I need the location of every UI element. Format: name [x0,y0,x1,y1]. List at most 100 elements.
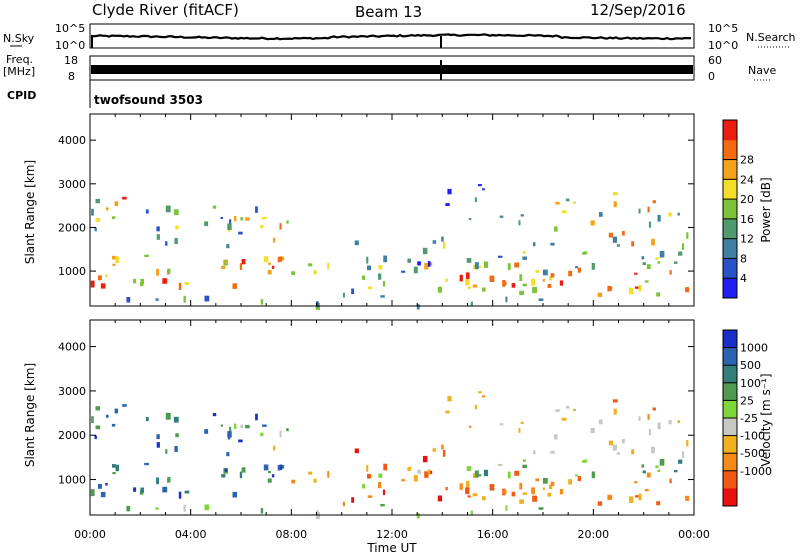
velocity-cell [90,489,95,497]
power-cell [133,278,137,284]
power-cell [533,242,536,247]
power-cell [465,272,470,280]
freq-panel: Freq. [MHz] 18 8 60 0 Nave [3,53,776,83]
power-cell [427,261,431,267]
velocity-cell [507,471,511,479]
power-cell [378,265,383,270]
velocity-cell [133,487,137,492]
power-cell [105,274,108,277]
velocity-cell [549,484,553,489]
colorbar-swatch [723,382,737,401]
power-cell [178,283,182,290]
power-cell [260,299,264,305]
nave-tick-top: 60 [708,54,722,67]
velocity-cell [422,455,428,463]
velocity-cell [91,416,94,423]
velocity-cell [642,470,646,474]
velocity-cell [612,444,617,451]
velocity-cell [657,469,661,472]
power-cell [682,243,685,250]
velocity-cell [432,448,437,452]
velocity-cell [476,474,482,477]
power-cell [519,274,523,281]
time-tick-label: 00:00 [678,528,710,541]
power-cell [641,256,645,260]
power-cell [591,263,595,270]
colorbar-swatch [723,159,737,180]
colorbar-swatch [723,238,737,259]
velocity-cell [499,423,504,426]
velocity-cell [174,446,178,452]
velocity-cell [613,408,617,415]
velocity-cell [522,459,526,462]
velocity-cell [641,464,645,468]
power-cell [122,196,127,200]
power-cell [466,258,472,263]
velocity-cell [591,471,595,479]
velocity-cell [629,496,634,503]
power-cell [378,273,382,280]
velocity-cell [554,434,558,440]
velocity-cell [407,466,411,472]
velocity-cell [598,419,603,425]
velocity-cell [221,474,226,478]
power-heatmap-cells [90,184,690,310]
time-tick-label: 00:00 [74,528,106,541]
power-cell [94,227,97,232]
power-cell [549,276,553,281]
power-cell [95,198,100,204]
velocity-cell [468,425,472,428]
velocity-cell [255,413,258,421]
power-cell [111,216,116,219]
power-cell [522,251,526,254]
velocity-cell [105,483,108,486]
power-cell [644,280,649,283]
colorbar-tick-label: 8 [740,252,747,265]
velocity-cell [467,495,471,498]
power-cell [535,270,540,273]
power-cell [685,287,690,293]
power-cell [470,301,473,306]
velocity-cell [145,416,149,422]
power-cell [629,287,634,295]
power-cell [267,270,272,275]
colorbar-tick-label: -1000 [740,465,772,478]
colorbar-swatch [723,139,737,161]
freq-left-label-2: [MHz] [3,65,35,78]
velocity-cell [582,460,586,463]
velocity-cell [279,430,282,438]
power-cell [140,278,144,285]
beam-title: Beam 13 [355,3,422,21]
power-cell [652,200,656,204]
velocity-cell [555,409,560,412]
time-tick-label: 12:00 [376,528,408,541]
velocity-cell [342,501,345,507]
velocity-cell [173,416,179,423]
velocity-cell [367,473,371,479]
velocity-cell [105,414,109,418]
power-cell [313,270,317,275]
velocity-cell [583,459,587,463]
power-cell [497,255,503,258]
velocity-cell [238,439,243,443]
power-cell [255,206,258,213]
velocity-cell [577,476,581,482]
power-cell [559,280,564,286]
power-cell [538,298,544,301]
velocity-cell [445,487,448,491]
power-cell [100,283,106,289]
velocity-cell [98,483,102,489]
velocity-cell [354,448,359,454]
velocity-cell [648,429,651,436]
colorbar-tick-label: 500 [740,359,761,372]
time-axis: 00:00 04:00 08:00 12:00 16:00 20:00 00:00 [74,528,710,541]
velocity-cell [668,420,672,425]
power-cell [327,262,330,270]
colorbar-tick-label: 28 [740,154,754,167]
velocity-cell [351,497,355,503]
power-cell [224,260,228,264]
power-cell [613,201,617,208]
power-cell [260,224,264,229]
colorbar-swatch [723,278,737,299]
power-cell [226,244,230,249]
